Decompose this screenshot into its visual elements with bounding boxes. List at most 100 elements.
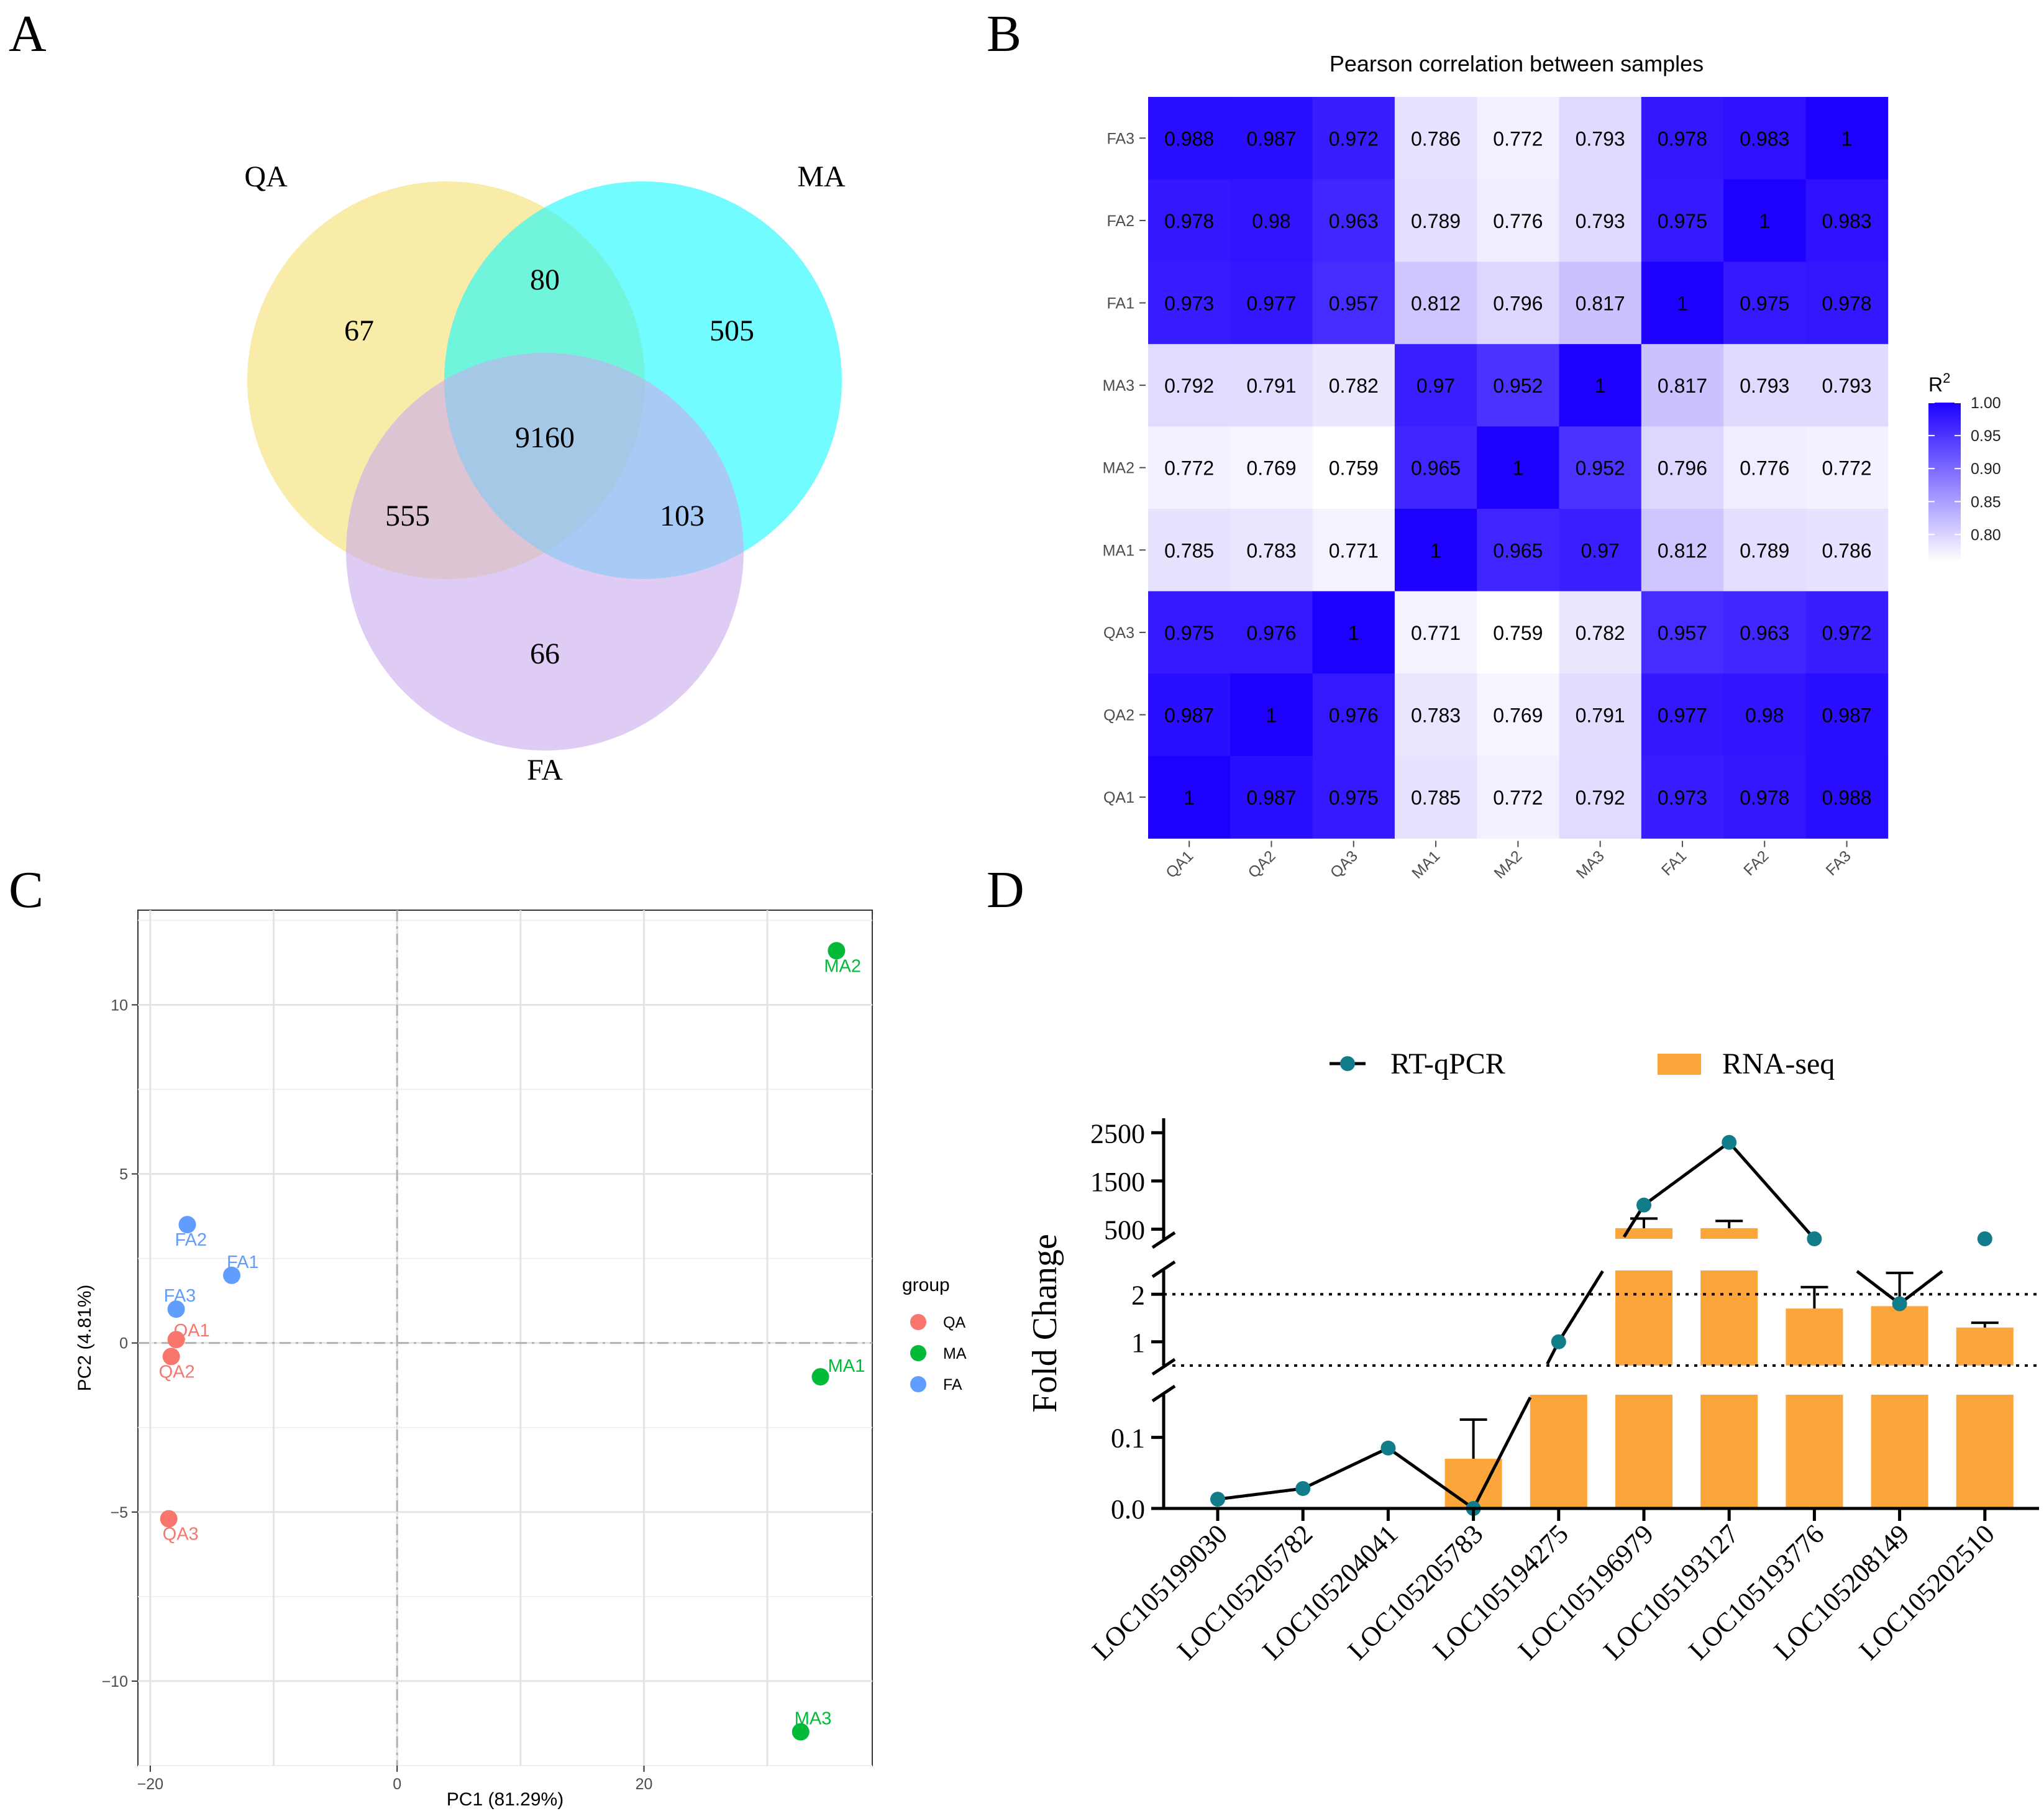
heatmap-cell [1230,591,1313,674]
rnaseq-bar [1700,1228,1758,1508]
heatmap-cell-value: 0.772 [1822,457,1872,480]
venn-diagram: QA MA FA 67 505 66 80 555 103 9160 [244,160,846,787]
heatmap-cell [1805,509,1889,592]
heatmap-cell [1394,509,1477,592]
heatmap-cell [1394,262,1477,345]
heatmap-cell [1723,179,1806,262]
heatmap-cell [1312,179,1395,262]
heatmap-legend-label: 1.00 [1971,395,2001,412]
panel-label-a: A [9,5,47,63]
heatmap-cell-value: 0.965 [1411,457,1461,480]
heatmap-cell-value: 0.792 [1576,787,1625,809]
heatmap-cell-value: 0.793 [1576,210,1625,232]
heatmap-cell-value: 0.98 [1252,210,1290,232]
rnaseq-bar [1786,1308,1843,1508]
heatmap-title: Pearson correlation between samples [1330,51,1704,76]
heatmap-y-label: FA1 [1107,295,1134,312]
heatmap-cell [1312,591,1395,674]
heatmap-x-label: MA1 [1408,847,1443,882]
pca-x-tick-label: −20 [137,1776,163,1793]
heatmap-x-label: QA3 [1327,847,1361,882]
heatmap-cell [1805,344,1889,427]
rtqpcr-line-segment [1856,1270,1901,1305]
heatmap-cell [1148,509,1231,592]
heatmap-cell-value: 0.957 [1329,293,1379,315]
y-axis-break-mark [1151,1384,1176,1403]
fold-change-y-tick-label: 2500 [1090,1118,1145,1149]
heatmap-legend-title-sup: 2 [1943,370,1950,386]
heatmap-cell-value: 0.796 [1658,457,1707,480]
pca-point-qa3 [160,1510,178,1528]
heatmap-cell [1559,591,1642,674]
rtqpcr-line-segment [1643,1141,1730,1207]
heatmap-cell-value: 0.973 [1658,787,1707,809]
correlation-heatmap: Pearson correlation between samples 0.988… [1103,51,2001,882]
heatmap-cell-value: 1 [1512,457,1523,480]
pca-point-ma1 [811,1368,829,1386]
pca-point-ma3 [792,1723,810,1741]
heatmap-cell-value: 0.975 [1164,622,1214,644]
heatmap-cell [1559,509,1642,592]
heatmap-cell-value: 0.988 [1822,787,1872,809]
venn-set-label-fa: FA [527,754,563,787]
heatmap-cell [1559,673,1642,757]
pca-y-tick-label: −10 [102,1673,128,1690]
heatmap-cell-value: 0.987 [1164,705,1214,727]
rnaseq-bar [1956,1327,2014,1508]
heatmap-cell-value: 0.776 [1740,457,1789,480]
heatmap-x-label: FA1 [1658,847,1690,879]
rtqpcr-line-segment [1387,1446,1475,1510]
venn-count-ma-only: 505 [709,314,754,347]
pca-legend-label: QA [943,1314,965,1331]
heatmap-cell [1723,591,1806,674]
rtqpcr-point [1807,1231,1822,1246]
heatmap-cell-value: 0.983 [1740,127,1789,150]
heatmap-cell-value: 0.776 [1493,210,1543,232]
heatmap-cell-value: 0.975 [1740,293,1789,315]
legend-label-rtqpcr: RT-qPCR [1390,1047,1505,1080]
heatmap-cell [1723,673,1806,757]
rtqpcr-point [1722,1134,1737,1150]
pca-point-label: QA2 [159,1362,195,1382]
heatmap-cell [1312,509,1395,592]
heatmap-y-label: FA2 [1107,212,1134,230]
venn-set-label-ma: MA [797,160,846,193]
pca-point-label: MA3 [795,1709,832,1729]
heatmap-cell-value: 0.972 [1329,127,1379,150]
heatmap-cell [1394,673,1477,757]
heatmap-cell-value: 0.963 [1740,622,1789,644]
heatmap-cell [1230,97,1313,180]
pca-point-qa1 [167,1331,185,1349]
pca-point-label: QA3 [163,1525,199,1544]
pca-x-tick-label: 20 [636,1776,653,1793]
heatmap-cell-value: 0.783 [1246,539,1296,562]
heatmap-cell [1394,426,1477,509]
heatmap-cell-value: 0.976 [1329,705,1379,727]
panel-label-b: B [987,5,1021,63]
heatmap-cell-value: 0.785 [1411,787,1461,809]
heatmap-cell [1559,262,1642,345]
heatmap-cell-value: 0.782 [1576,622,1625,644]
heatmap-cell [1805,179,1889,262]
heatmap-cell [1805,755,1889,839]
heatmap-cell-value: 0.759 [1329,457,1379,480]
fold-change-y-tick-label: 2 [1131,1280,1145,1310]
pca-x-tick-label: 0 [393,1776,401,1793]
heatmap-cell [1312,262,1395,345]
rtqpcr-line-segment [1217,1487,1303,1501]
heatmap-cell-value: 1 [1759,210,1770,232]
heatmap-cell-value: 0.975 [1329,787,1379,809]
pca-y-axis-title: PC2 (4.81%) [75,1285,95,1392]
pca-point-label: QA1 [174,1321,210,1341]
heatmap-cell [1230,262,1313,345]
heatmap-cell [1477,673,1559,757]
y-axis-break-mark [1151,1357,1176,1376]
pca-y-tick-label: 5 [119,1166,128,1184]
y-axis-break-mark [1151,1231,1176,1249]
heatmap-cell-value: 0.987 [1822,705,1872,727]
heatmap-cell [1641,426,1724,509]
heatmap-cell-value: 0.975 [1658,210,1707,232]
heatmap-cell [1394,179,1477,262]
heatmap-cell-value: 0.791 [1246,375,1296,397]
pca-legend-key-fa [910,1376,926,1392]
